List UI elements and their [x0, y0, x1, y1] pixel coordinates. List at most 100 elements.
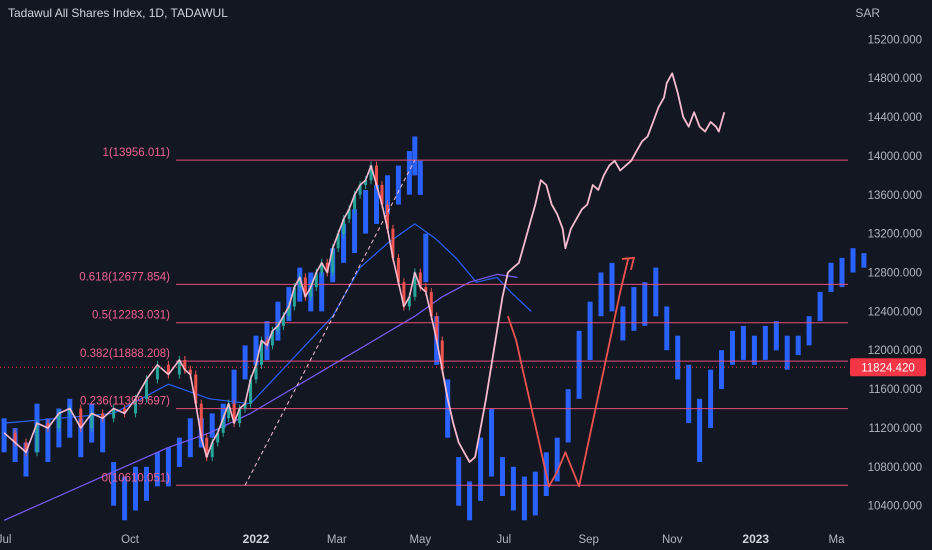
weekly-bar-16 — [176, 437, 182, 467]
weekly-bar-71 — [762, 325, 768, 360]
x-tick-label-4: May — [409, 534, 431, 546]
y-tick-label-7: 13200.000 — [868, 229, 922, 241]
weekly-bar-77 — [828, 262, 834, 292]
zigzag-arrow-line — [507, 257, 630, 488]
y-tick-label-6: 12800.000 — [868, 268, 922, 280]
y-tick-label-4: 12000.000 — [868, 345, 922, 357]
weekly-bar-10 — [111, 462, 117, 506]
weekly-bar-15 — [165, 447, 171, 487]
weekly-bar-33 — [363, 189, 369, 234]
moving-average-blue — [4, 223, 532, 424]
x-tick-label-5: Jul — [496, 534, 511, 546]
weekly-bar-75 — [806, 316, 812, 346]
candle-body-34 — [276, 325, 280, 331]
weekly-bar-13 — [144, 466, 149, 501]
weekly-bar-50 — [532, 471, 538, 516]
weekly-bar-60 — [642, 282, 648, 326]
candle-body-13 — [144, 379, 148, 399]
candle-body-42 — [320, 262, 324, 273]
weekly-bar-64 — [686, 364, 692, 424]
candle-body-33 — [270, 330, 274, 346]
weekly-bar-45 — [478, 437, 484, 501]
candle-body-21 — [205, 437, 209, 458]
fib-label-5: 0(10610.051) — [102, 472, 171, 484]
candle-body-49 — [358, 185, 362, 195]
weekly-bar-43 — [456, 457, 462, 506]
candle-body-50 — [364, 180, 368, 186]
candle-body-54 — [385, 204, 389, 229]
candle-body-9 — [101, 413, 105, 419]
weekly-bar-2 — [23, 442, 29, 477]
weekly-bar-4 — [45, 418, 51, 462]
currency-label: SAR — [855, 6, 880, 20]
candle-body-22 — [210, 442, 214, 458]
weekly-bar-72 — [773, 321, 779, 351]
weekly-bar-68 — [730, 330, 735, 365]
candle-body-62 — [429, 291, 433, 317]
candle-body-19 — [194, 374, 198, 404]
y-tick-label-11: 14800.000 — [868, 73, 922, 85]
candle-body-31 — [259, 340, 263, 365]
candle-body-11 — [123, 408, 127, 414]
candle-body-35 — [281, 316, 285, 326]
candle-body-59 — [413, 272, 417, 297]
weekly-bar-57 — [609, 262, 615, 312]
candle-body-63 — [435, 316, 439, 341]
last-price-badge — [850, 358, 926, 377]
weekly-bar-36 — [395, 165, 401, 205]
y-tick-label-0: 10400.000 — [868, 501, 922, 513]
weekly-bar-74 — [795, 335, 801, 356]
weekly-bar-53 — [565, 389, 571, 443]
fib-label-0: 1(13956.011) — [102, 147, 170, 159]
weekly-bar-69 — [740, 325, 746, 360]
candle-body-57 — [402, 282, 406, 307]
candle-body-40 — [309, 287, 313, 297]
candle-body-26 — [232, 403, 236, 424]
weekly-bar-80 — [861, 253, 867, 268]
weekly-bar-14 — [154, 452, 160, 487]
y-tick-label-8: 13600.000 — [868, 190, 922, 202]
candle-body-64 — [440, 340, 444, 370]
candle-body-1 — [13, 432, 17, 443]
candle-body-3 — [35, 423, 39, 453]
x-tick-label-7: Nov — [662, 534, 683, 546]
weekly-bar-63 — [675, 335, 681, 380]
weekly-bar-79 — [850, 248, 856, 273]
x-tick-label-8: 2023 — [742, 532, 769, 546]
y-tick-label-2: 11200.000 — [868, 423, 922, 435]
candle-body-45 — [336, 233, 340, 249]
candle-body-16 — [177, 359, 181, 375]
candle-body-41 — [314, 272, 318, 288]
fib-label-2: 0.5(12283.031) — [92, 310, 170, 322]
weekly-bar-55 — [587, 301, 593, 360]
candle-body-38 — [298, 277, 302, 288]
candle-body-5 — [57, 413, 61, 428]
price-line — [441, 72, 726, 463]
candle-body-30 — [254, 364, 258, 380]
candle-body-55 — [391, 228, 395, 258]
y-tick-label-1: 10800.000 — [868, 462, 922, 474]
weekly-bar-31 — [341, 223, 347, 263]
candle-body-8 — [90, 413, 94, 428]
weekly-bar-39 — [417, 160, 423, 195]
candle-body-53 — [380, 185, 384, 205]
candle-body-12 — [134, 398, 138, 414]
weekly-bar-59 — [631, 287, 637, 331]
weekly-bar-52 — [554, 437, 560, 482]
x-tick-label-3: Mar — [327, 534, 347, 546]
weekly-bar-54 — [576, 330, 582, 399]
weekly-bar-40 — [423, 233, 429, 283]
weekly-bar-56 — [598, 272, 604, 317]
candle-body-56 — [396, 257, 400, 283]
weekly-bar-78 — [839, 257, 845, 288]
candle-body-18 — [188, 369, 192, 375]
candle-body-36 — [287, 306, 291, 317]
candle-body-7 — [79, 408, 83, 428]
x-tick-label-9: Ma — [829, 534, 846, 546]
weekly-bar-48 — [510, 466, 516, 511]
candle-body-61 — [424, 287, 428, 292]
weekly-bar-9 — [100, 418, 106, 453]
candle-body-29 — [249, 379, 253, 404]
chart-title: Tadawul All Shares Index, 1D, TADAWUL — [8, 6, 228, 20]
